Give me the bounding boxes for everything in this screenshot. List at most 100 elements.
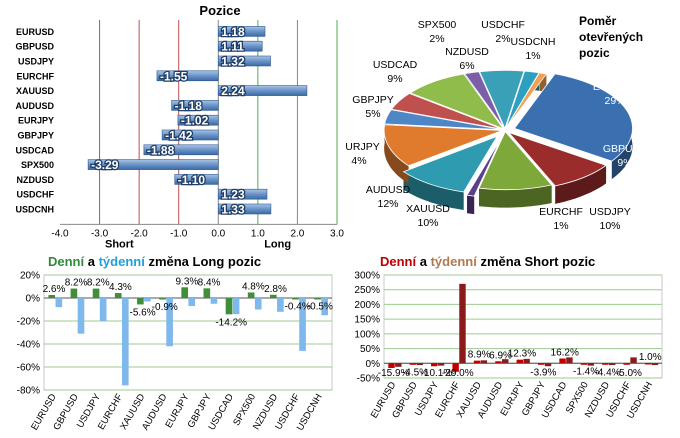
data-label: 8.2% [65,278,88,289]
weekly-bar [459,283,466,364]
value-label: 2.24 [221,84,245,98]
x-tick-label: 2.0 [290,228,304,239]
y-tick-label: 0% [26,294,41,305]
data-label: -0.5% [307,302,333,313]
title-part: a [84,254,98,269]
bar [87,159,219,170]
daily-bar [516,359,523,364]
value-label: 1.11 [221,40,244,54]
pie-label: NZDUSD [445,46,489,58]
pie-value: 9% [617,157,632,169]
data-label: -5.6% [130,307,156,318]
x-tick-label: -3.0 [91,228,109,239]
data-label: 4.8% [242,281,265,292]
pie-slice [478,130,553,191]
bar [161,129,219,141]
pie-value: 2% [429,33,444,45]
x-label-long: Long [264,238,291,250]
pie-label: USDCNH [511,36,556,48]
bar [174,174,219,185]
weekly-bar [232,298,240,315]
pie-title-line: pozic [579,46,610,60]
pie-value: 1% [553,220,568,232]
daily-bar [580,363,588,365]
weekly-bar [630,357,637,364]
data-label: 2.8% [264,284,287,295]
pie-slice-side [479,185,552,208]
pie-label: EURUSD [593,81,638,93]
y-tick-label: 250% [354,285,380,296]
daily-bar [70,288,78,298]
pie-label: AUDUSD [366,184,411,196]
pie-slice-side [403,171,464,210]
category-label: GBPJPY [17,131,54,141]
daily-bar [559,358,566,364]
short-change-chart: Denní a týdenní změna Short pozic300%250… [354,254,663,421]
long-change-panel: Denní a týdenní změna Long pozic 20% 0% -20… [0,250,340,433]
weekly-bar [587,363,594,366]
x-tick-label: 1.0 [251,228,265,239]
y-tick-label: -50% [357,374,380,385]
pie-slice [390,93,503,130]
pie-value: 9% [387,73,402,85]
value-label: -1.88 [147,143,175,157]
pie-label: USDJPY [589,206,630,218]
data-label: 8.4% [198,277,221,288]
weekly-bar [523,358,530,364]
y-tick-label: 20% [20,271,40,282]
pie-label: GBPJPY [352,94,393,106]
x-tick-label: 0.0 [211,228,225,239]
value-label: -1.02 [181,114,209,128]
y-tick-label: 300% [354,271,380,282]
bar [217,26,266,37]
category-label: USDCNH [15,205,54,215]
pie-slice [466,139,501,197]
pie-slice [507,131,607,187]
x-tick-label: -1.0 [170,228,188,239]
pie-slice [409,73,505,130]
change-chart-title: Denní a týdenní změna Long pozic [48,254,261,269]
data-label: 4.3% [109,282,132,293]
data-label: -1.4% [573,367,599,378]
data-label: -10.1% [421,368,453,379]
data-label: -4.5% [402,368,428,379]
weekly-bar [437,363,445,366]
weekly-bar [566,357,573,364]
bar [217,203,272,215]
weekly-bar [55,298,63,308]
y-tick-label: 50% [360,344,380,355]
long-change-chart: Denní a týdenní změna Long pozic 20% 0% -20… [17,254,333,433]
x-label-short: Short [105,238,134,250]
weekly-bar [144,298,151,302]
weekly-bar [210,298,218,304]
pie-slice [513,73,633,162]
bar [177,114,219,126]
pie-value: 1% [525,50,540,62]
daily-bar [114,293,122,298]
weekly-bar [277,298,284,312]
category-label: NZDUSD [17,175,55,185]
daily-bar [137,298,144,305]
weekly-bar [188,298,196,307]
bar [217,55,271,67]
title-part: změna Long pozic [145,254,261,269]
weekly-bar [99,298,107,321]
category-label: GBPUSD [15,42,54,52]
value-label: -3.29 [91,158,119,172]
daily-bar [181,287,188,298]
short-change-panel: Denní a týdenní změna Short pozic 300% 250… [340,250,680,433]
daily-bar [292,298,299,300]
daily-bar [48,295,56,298]
pozice-title: Pozice [199,3,240,18]
daily-bar [203,288,211,298]
category-label: EURCHF [17,71,55,81]
weekly-bar [651,363,659,366]
weekly-bar [480,360,488,364]
pie-label: XAUUSD [406,203,450,215]
daily-bar [452,363,459,372]
y-tick-label: 0% [366,359,381,370]
value-label: 1.32 [221,55,245,69]
y-tick-label: -80% [17,386,40,397]
daily-bar [537,363,545,365]
weekly-bar [299,298,306,351]
